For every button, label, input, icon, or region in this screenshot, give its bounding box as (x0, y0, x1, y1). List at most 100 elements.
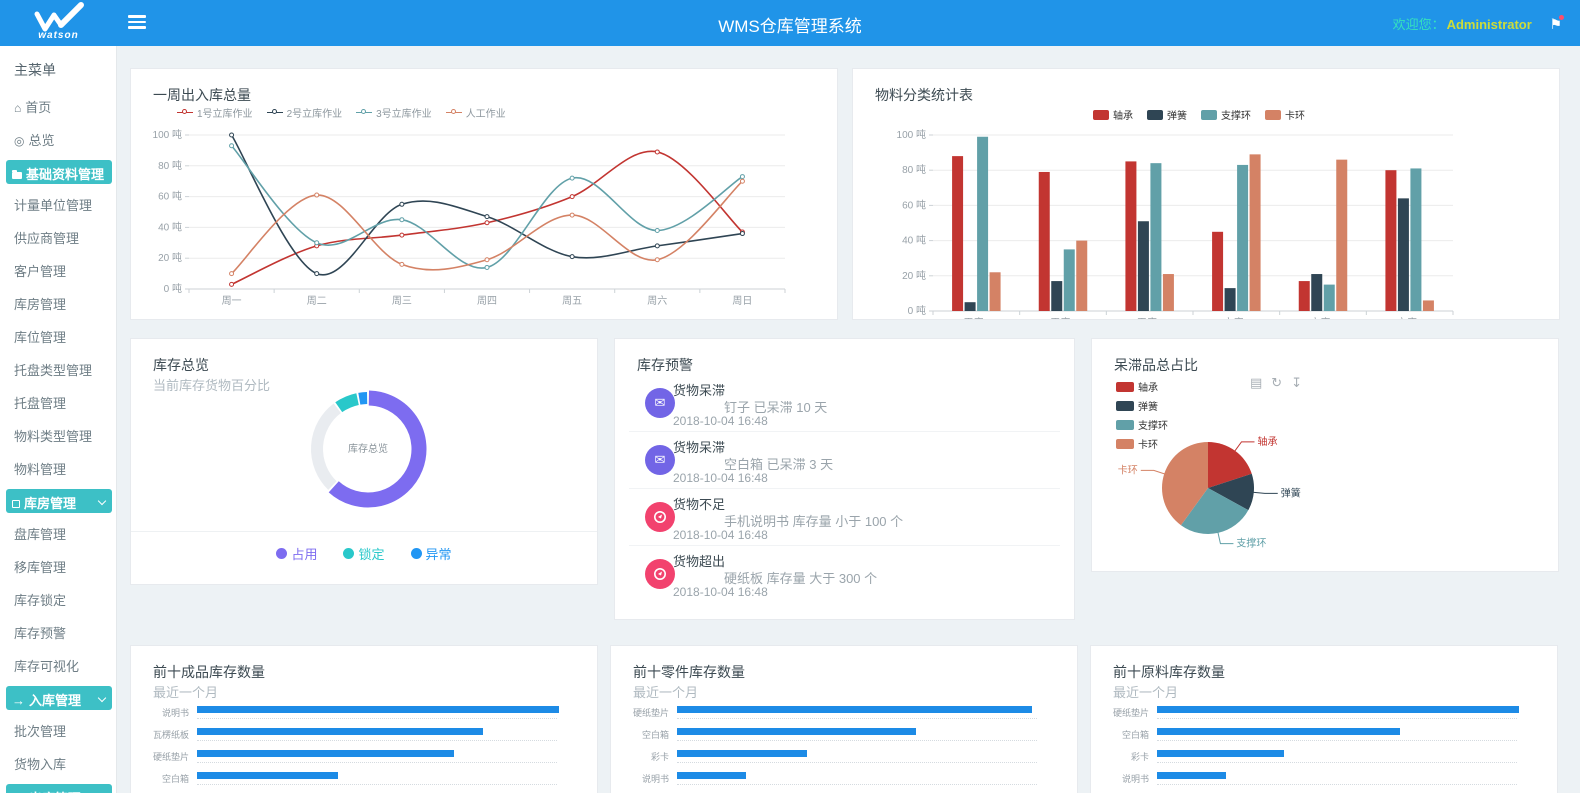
sidebar-item-移库管理[interactable]: 移库管理 (0, 550, 116, 583)
legend-label: 弹簧 (1138, 402, 1158, 413)
svg-text:卡环: 卡环 (1118, 463, 1138, 476)
warning-list-item[interactable]: ✉ 货物呆滞 空白箱 已呆滞 3 天 2018-10-04 16:48 (629, 432, 1060, 489)
svg-text:平库3: 平库3 (1137, 316, 1163, 320)
sidebar-item-出库管理[interactable]: ← 出库管理 (6, 784, 112, 793)
svg-text:80 吨: 80 吨 (158, 159, 182, 172)
sidebar-item-供应商管理[interactable]: 供应商管理 (0, 221, 116, 254)
menu-toggle-icon[interactable] (128, 15, 146, 29)
card-title: 前十零件库存数量 (633, 664, 745, 680)
legend-item-人工作业[interactable]: 人工作业 (445, 105, 506, 120)
legend-label: 2号立库作业 (286, 109, 343, 120)
warning-list-item[interactable]: ✉ 货物呆滞 钉子 已呆滞 10 天 2018-10-04 16:48 (629, 375, 1060, 432)
sidebar-item-库房管理[interactable]: 库房管理 (6, 489, 112, 513)
legend-item-弹簧[interactable]: 弹簧 (1147, 107, 1187, 122)
sidebar-item-首页[interactable]: ⌂ 首页 (0, 90, 116, 123)
svg-text:100 吨: 100 吨 (153, 128, 182, 141)
svg-text:平库2: 平库2 (1050, 316, 1076, 320)
legend-label: 3号立库作业 (376, 109, 432, 120)
legend-item-卡环[interactable]: 卡环 (1116, 436, 1168, 451)
watson-logo-icon (34, 2, 84, 32)
card-title: 库存总览 (153, 357, 209, 373)
sidebar-item-label: 托盘类型管理 (14, 363, 93, 378)
sidebar-item-库存可视化[interactable]: 库存可视化 (0, 649, 116, 682)
sidebar-item-盘库管理[interactable]: 盘库管理 (0, 517, 116, 550)
hbar-gridline (677, 762, 1037, 763)
hbar-row-说明书: 说明书 (1091, 768, 1557, 790)
hbar-chart: 硬纸垫片 空白箱 彩卡 说明书 (611, 702, 1077, 790)
svg-text:库存总览: 库存总览 (348, 442, 388, 455)
chevron-down-icon (97, 496, 107, 506)
legend-item-支撑环[interactable]: 支撑环 (1116, 417, 1168, 432)
sidebar-item-客户管理[interactable]: 客户管理 (0, 254, 116, 287)
sidebar-item-库存预警[interactable]: 库存预警 (0, 616, 116, 649)
hbar-bar (197, 706, 559, 713)
stagnant-pie-card: 呆滞品总占比 轴承 弹簧 支撑环 卡环 ▤ ↻ ↧ 轴承 弹簧 支撑环 卡环 (1091, 338, 1559, 572)
sidebar-item-库存锁定[interactable]: 库存锁定 (0, 583, 116, 616)
hbar-bar (1157, 728, 1400, 735)
top-parts-chart-card: 前十零件库存数量 最近一个月 硬纸垫片 空白箱 彩卡 说明书 (610, 645, 1078, 793)
data-view-icon[interactable]: ▤ (1250, 375, 1263, 390)
legend-item-卡环[interactable]: 卡环 (1265, 107, 1305, 122)
download-icon[interactable]: ↧ (1291, 375, 1303, 390)
hbar-chart: 硬纸垫片 空白箱 彩卡 说明书 (1091, 702, 1557, 790)
sidebar: 主菜单 ⌂ 首页 ◎ 总览 基础资料管理 计量单位管理 供应商管理 客户管理 库房管理 库位管理 托盘… (0, 46, 117, 793)
card-title: 前十原料库存数量 (1113, 664, 1225, 680)
sidebar-item-托盘类型管理[interactable]: 托盘类型管理 (0, 353, 116, 386)
svg-text:支撑环: 支撑环 (1236, 537, 1266, 550)
sidebar-item-库位管理[interactable]: 库位管理 (0, 320, 116, 353)
refresh-icon[interactable]: ↻ (1271, 375, 1283, 390)
home-icon: ⌂ (14, 101, 22, 115)
hbar-row-彩卡: 彩卡 (611, 746, 1077, 768)
username[interactable]: Administrator (1446, 17, 1532, 32)
sidebar-item-总览[interactable]: ◎ 总览 (0, 123, 116, 156)
sidebar-item-基础资料管理[interactable]: 基础资料管理 (6, 160, 112, 184)
card-subtitle: 最近一个月 (153, 685, 219, 700)
sidebar-item-计量单位管理[interactable]: 计量单位管理 (0, 188, 116, 221)
legend-item-锁定[interactable]: 锁定 (343, 544, 385, 563)
notification-flag-icon[interactable]: ⚑ (1549, 15, 1564, 32)
sidebar-item-托盘管理[interactable]: 托盘管理 (0, 386, 116, 419)
legend-item-1号立库作业[interactable]: 1号立库作业 (177, 105, 253, 120)
sidebar-item-货物入库[interactable]: 货物入库 (0, 747, 116, 780)
legend-label: 支撑环 (1221, 111, 1251, 122)
sidebar-item-label: 首页 (25, 100, 52, 115)
weekly-line-chart: 0 吨 20 吨 40 吨 60 吨 80 吨 100 吨周一 周二 周三 周四 周五 周六 周日 (153, 128, 786, 307)
legend-label: 锁定 (358, 547, 385, 562)
envelope-icon: ✉ (645, 445, 675, 475)
legend-item-异常[interactable]: 异常 (410, 544, 452, 563)
legend-item-3号立库作业[interactable]: 3号立库作业 (356, 105, 432, 120)
legend-item-支撑环[interactable]: 支撑环 (1201, 107, 1251, 122)
folder-icon (12, 170, 22, 179)
svg-text:60 吨: 60 吨 (902, 198, 926, 211)
warning-list-item[interactable]: 货物超出 硬纸板 库存量 大于 300 个 2018-10-04 16:48 (629, 546, 1060, 603)
sidebar-item-库房管理[interactable]: 库房管理 (0, 287, 116, 320)
svg-text:60 吨: 60 吨 (158, 190, 182, 203)
sidebar-item-批次管理[interactable]: 批次管理 (0, 714, 116, 747)
hbar-category-label: 说明书 (641, 774, 669, 784)
svg-text:轴承: 轴承 (1258, 435, 1278, 448)
warning-list-item[interactable]: 货物不足 手机说明书 库存量 小于 100 个 2018-10-04 16:48 (629, 489, 1060, 546)
weekly-inout-chart-card: 一周出入库总量 1号立库作业 2号立库作业 3号立库作业 人工作业 0 吨 20 吨 40 … (130, 68, 838, 320)
legend-label: 轴承 (1113, 111, 1133, 122)
legend-dot (276, 548, 288, 559)
svg-text:平库1: 平库1 (964, 316, 990, 320)
sidebar-item-入库管理[interactable]: → 入库管理 (6, 686, 112, 710)
sidebar-item-label: 货物入库 (14, 757, 67, 772)
app-logo[interactable]: watson (0, 0, 117, 46)
hbar-bar (677, 706, 1032, 713)
hbar-category-label: 瓦楞纸板 (152, 730, 189, 740)
svg-text:周四: 周四 (477, 295, 497, 307)
legend-item-弹簧[interactable]: 弹簧 (1116, 398, 1168, 413)
legend-item-2号立库作业[interactable]: 2号立库作业 (266, 105, 343, 120)
sidebar-item-物料管理[interactable]: 物料管理 (0, 452, 116, 485)
legend-item-占用[interactable]: 占用 (276, 544, 317, 563)
legend-item-轴承[interactable]: 轴承 (1093, 107, 1133, 122)
svg-text:立库2: 立库2 (1310, 316, 1336, 320)
legend-label: 异常 (425, 547, 452, 562)
hbar-row-瓦楞纸板: 瓦楞纸板 (131, 724, 597, 746)
hbar-category-label: 彩卡 (650, 752, 669, 762)
sidebar-item-物料类型管理[interactable]: 物料类型管理 (0, 419, 116, 452)
chart-toolbox: ▤ ↻ ↧ (1250, 375, 1302, 391)
legend-item-轴承[interactable]: 轴承 (1116, 379, 1168, 394)
